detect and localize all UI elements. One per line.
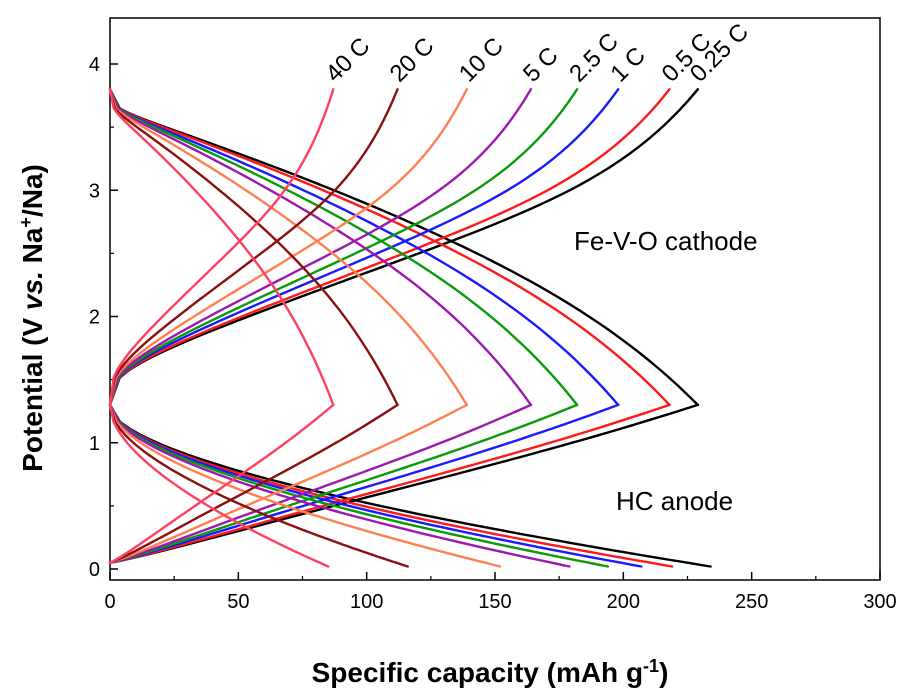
x-tick-label-50: 50	[227, 591, 249, 613]
y-axis-title: Potential (V vs. Na+/Na)	[16, 164, 48, 472]
rate-labels: 0.25 C0.5 C1 C2.5 C5 C10 C20 C40 C	[320, 18, 754, 87]
anode-charge-curve	[108, 403, 699, 564]
anode-discharge-curve	[108, 403, 674, 568]
y-tick-label-2: 2	[89, 307, 100, 329]
anode-discharge-curve	[108, 403, 502, 568]
anode-charge-curve	[108, 403, 335, 564]
cathode-discharge-curve	[108, 88, 468, 407]
anode-discharge-curve	[108, 403, 643, 568]
curves	[108, 88, 712, 568]
x-tick-label-200: 200	[607, 591, 640, 613]
anode-discharge-curve	[108, 403, 571, 568]
anode-charge-curve	[108, 403, 399, 564]
x-tick-label-100: 100	[350, 591, 383, 613]
rate-label-20C: 20 C	[385, 33, 440, 88]
x-axis-title: Specific capacity (mAh g-1)	[312, 656, 669, 688]
rate-label-40C: 40 C	[320, 33, 375, 88]
cathode-charge-curve	[108, 88, 468, 407]
cathode-discharge-curve	[108, 88, 671, 407]
cathode-charge-curve	[108, 88, 335, 407]
anode-discharge-curve	[108, 403, 409, 568]
x-tick-label-150: 150	[478, 591, 511, 613]
anode-annotation: HC anode	[616, 486, 733, 516]
anode-discharge-curve	[108, 403, 330, 568]
series-2_5C	[108, 88, 610, 568]
y-tick-label-0: 0	[89, 559, 100, 581]
anode-charge-curve	[108, 403, 468, 564]
anode-charge-curve	[108, 403, 620, 564]
series-0_5C	[108, 88, 674, 568]
cathode-discharge-curve	[108, 88, 335, 407]
cathode-charge-curve	[108, 88, 533, 407]
cathode-charge-curve	[108, 88, 671, 407]
axes: 0 50 100 150 200 250 300 0 1 2 3 4	[89, 17, 897, 613]
cathode-discharge-curve	[108, 88, 699, 407]
rate-label-5C: 5 C	[518, 42, 564, 88]
series-5C	[108, 88, 571, 568]
cathode-annotation: Fe-V-O cathode	[574, 226, 758, 256]
plot-frame	[109, 17, 881, 581]
anode-charge-curve	[108, 403, 671, 564]
cathode-discharge-curve	[108, 88, 579, 407]
anode-charge-curve	[108, 403, 579, 564]
x-tick-label-250: 250	[735, 591, 768, 613]
cathode-discharge-curve	[108, 88, 399, 407]
cathode-charge-curve	[108, 88, 699, 407]
anode-discharge-curve	[108, 403, 712, 568]
series-1C	[108, 88, 643, 568]
rate-label-10C: 10 C	[454, 33, 509, 88]
y-tick-label-4: 4	[89, 54, 100, 76]
series-40C	[108, 88, 335, 568]
anode-discharge-curve	[108, 403, 610, 568]
cathode-discharge-curve	[108, 88, 533, 407]
x-tick-label-0: 0	[104, 591, 115, 613]
series-10C	[108, 88, 502, 568]
y-tick-label-3: 3	[89, 180, 100, 202]
cathode-charge-curve	[108, 88, 620, 407]
series-0_25C	[108, 88, 712, 568]
anode-charge-curve	[108, 403, 533, 564]
cathode-charge-curve	[108, 88, 579, 407]
cathode-discharge-curve	[108, 88, 620, 407]
y-tick-label-1: 1	[89, 433, 100, 455]
x-tick-label-300: 300	[863, 591, 896, 613]
